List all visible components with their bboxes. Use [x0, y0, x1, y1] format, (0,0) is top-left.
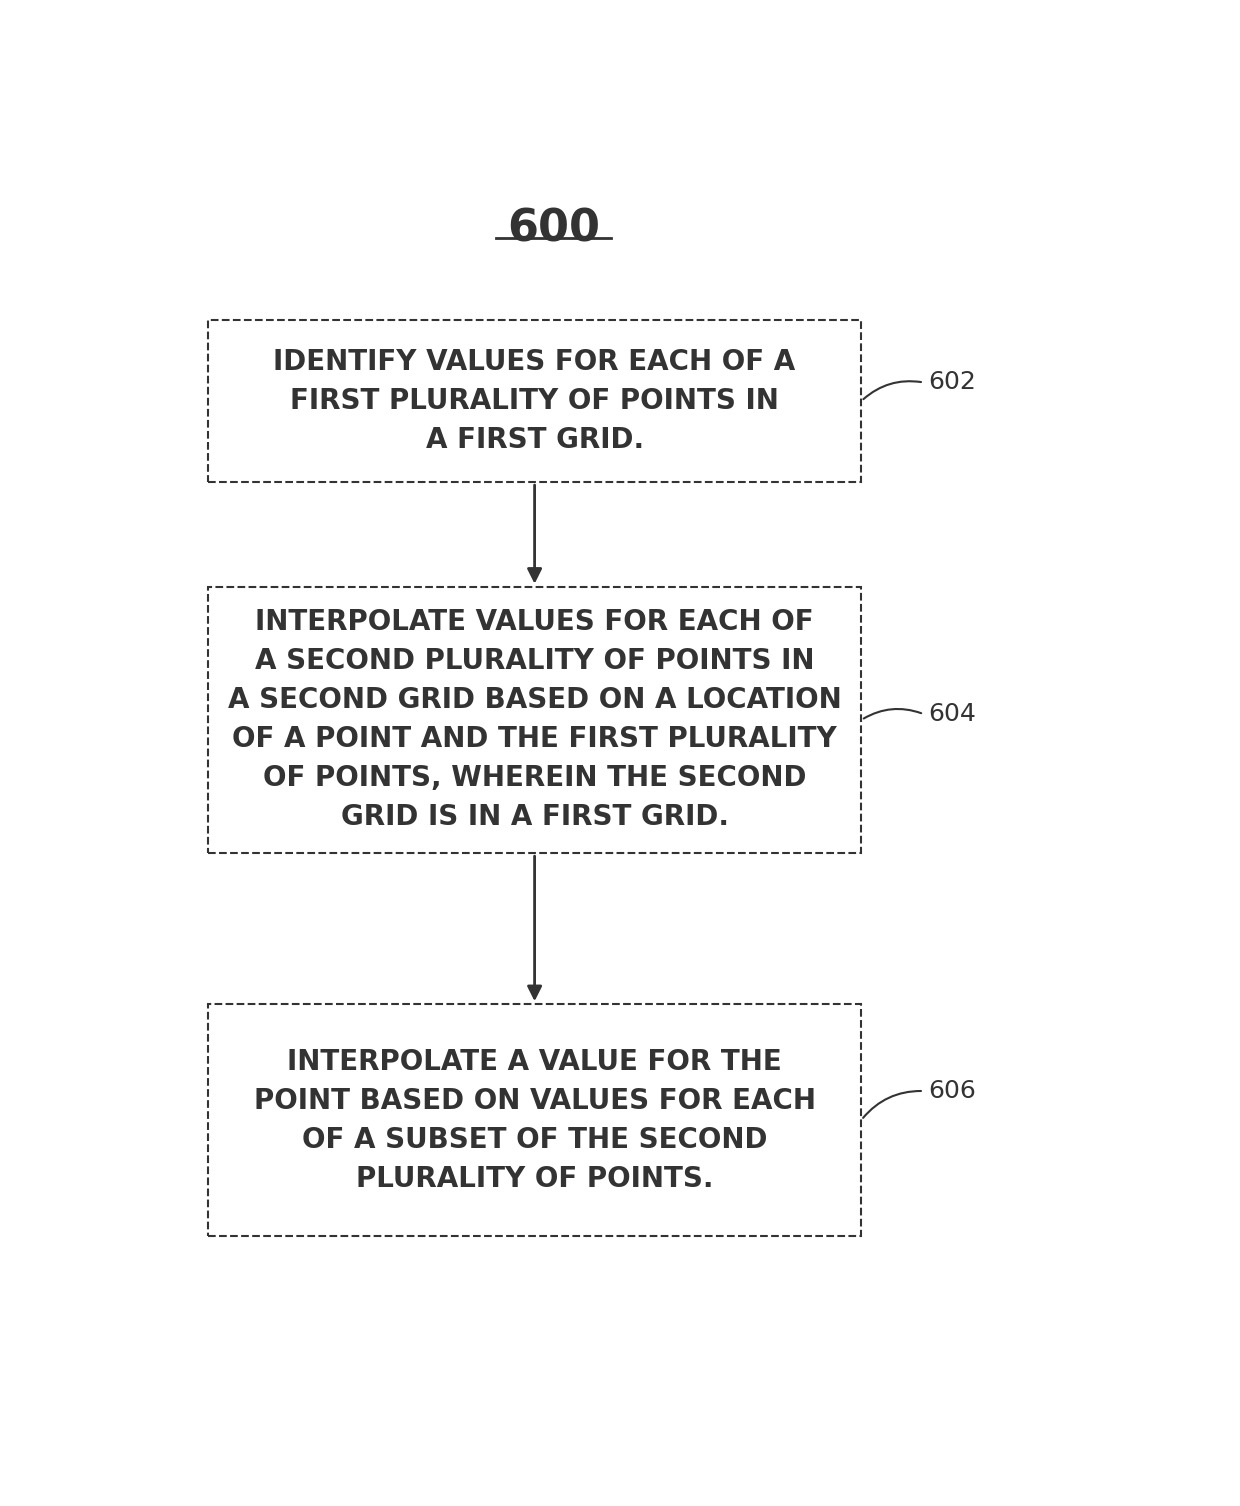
Bar	[208, 1005, 862, 1236]
Text: 604: 604	[929, 702, 976, 726]
Text: 600: 600	[507, 208, 600, 252]
Text: INTERPOLATE VALUES FOR EACH OF
A SECOND PLURALITY OF POINTS IN
A SECOND GRID BAS: INTERPOLATE VALUES FOR EACH OF A SECOND …	[228, 608, 842, 831]
Bar	[208, 587, 862, 854]
Text: IDENTIFY VALUES FOR EACH OF A
FIRST PLURALITY OF POINTS IN
A FIRST GRID.: IDENTIFY VALUES FOR EACH OF A FIRST PLUR…	[274, 348, 796, 453]
Text: 606: 606	[929, 1078, 976, 1102]
Bar	[208, 319, 862, 482]
Text: 602: 602	[929, 370, 976, 395]
Text: INTERPOLATE A VALUE FOR THE
POINT BASED ON VALUES FOR EACH
OF A SUBSET OF THE SE: INTERPOLATE A VALUE FOR THE POINT BASED …	[254, 1048, 816, 1193]
